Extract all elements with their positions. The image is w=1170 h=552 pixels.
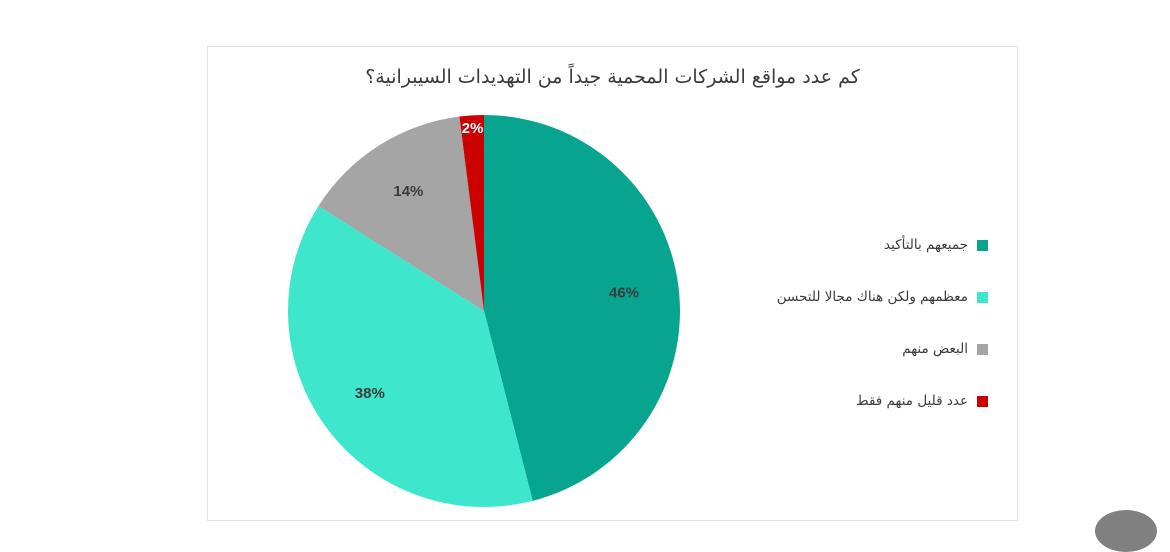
pie-chart: 46% 38% 14% 2% <box>288 115 680 507</box>
pie-slice-group <box>288 115 680 507</box>
legend-item[interactable]: البعض منهم <box>718 323 988 375</box>
legend-color-swatch <box>977 343 988 355</box>
pie-slice-value-label: 14% <box>393 183 423 200</box>
legend-item-label: جميعهم بالتأكيد <box>884 237 968 253</box>
pie-slice[interactable] <box>318 116 484 311</box>
chart-frame: كم عدد مواقع الشركات المحمية جيداً من ال… <box>207 46 1018 521</box>
legend-item-label: عدد قليل منهم فقط <box>856 393 968 409</box>
pie-slice-value-label: 2% <box>462 120 484 137</box>
pie-slice[interactable] <box>459 115 484 311</box>
screenshot-canvas: كم عدد مواقع الشركات المحمية جيداً من ال… <box>207 46 1157 552</box>
legend-color-swatch <box>977 395 988 407</box>
pie-slice[interactable] <box>484 115 680 501</box>
legend-item-label: معظمهم ولكن هناك مجالا للتحسن <box>776 289 968 305</box>
chart-legend: جميعهم بالتأكيد معظمهم ولكن هناك مجالا لل… <box>718 219 988 427</box>
legend-item[interactable]: معظمهم ولكن هناك مجالا للتحسن <box>718 271 988 323</box>
legend-item-label: البعض منهم <box>902 341 968 357</box>
legend-item[interactable]: عدد قليل منهم فقط <box>718 375 988 427</box>
chart-title: كم عدد مواقع الشركات المحمية جيداً من ال… <box>365 66 860 88</box>
legend-item[interactable]: جميعهم بالتأكيد <box>718 219 988 271</box>
pie-label-group: 46% 38% 14% 2% <box>355 120 639 402</box>
pie-slice[interactable] <box>288 205 533 507</box>
plot-area: 46% 38% 14% 2% جميعهم بالتأكيد معظمهم ولكن ه… <box>208 47 1019 522</box>
legend-color-swatch <box>977 291 988 303</box>
legend-color-swatch <box>977 239 988 251</box>
corner-decoration-shape <box>1095 510 1157 552</box>
pie-slice-value-label: 38% <box>355 385 385 402</box>
pie-slice-value-label: 46% <box>609 284 639 301</box>
